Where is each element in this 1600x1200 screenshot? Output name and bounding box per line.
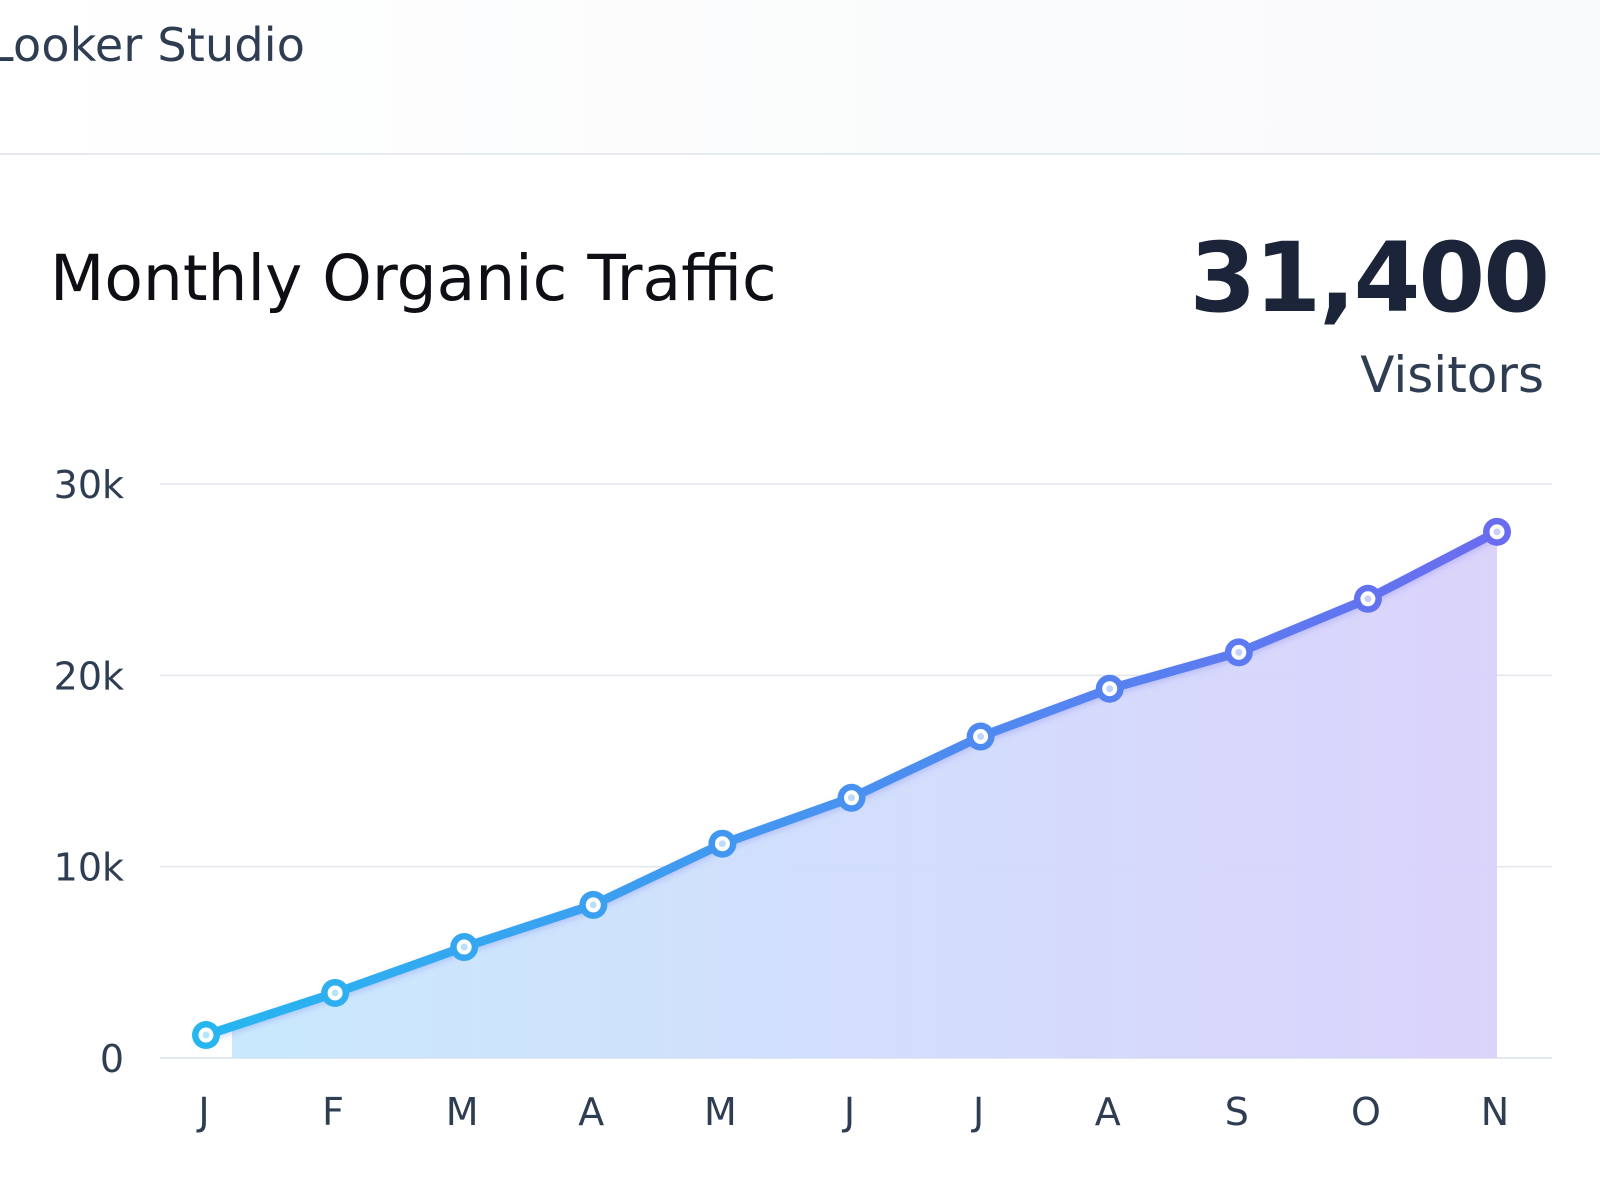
x-tick-label: N — [1481, 1090, 1509, 1134]
data-point-10[interactable] — [1353, 584, 1382, 613]
x-tick-label: O — [1351, 1090, 1381, 1134]
data-point-8[interactable] — [1095, 674, 1124, 703]
top-bar: Looker Studio — [0, 0, 1600, 155]
data-point-1[interactable] — [192, 1021, 220, 1050]
x-tick-label: J — [971, 1090, 984, 1134]
x-tick-label: A — [1095, 1090, 1121, 1134]
y-tick-label: 30k — [54, 463, 124, 507]
x-tick-label: F — [322, 1090, 344, 1134]
x-tick-label: M — [704, 1090, 737, 1134]
data-point-3[interactable] — [450, 933, 479, 962]
kpi-unit: Visitors — [1360, 346, 1544, 404]
data-point-5[interactable] — [708, 829, 737, 858]
y-tick-label: 20k — [54, 654, 124, 698]
data-point-7[interactable] — [966, 722, 995, 751]
data-point-6[interactable] — [837, 783, 866, 812]
data-point-2[interactable] — [321, 978, 350, 1007]
kpi-value: 31,400 — [1189, 222, 1550, 334]
data-point-4[interactable] — [579, 890, 608, 919]
chart-title: Monthly Organic Traffic — [50, 242, 777, 315]
data-point-9[interactable] — [1224, 638, 1253, 667]
app-title: Looker Studio — [0, 18, 306, 72]
data-point-11[interactable] — [1483, 517, 1511, 546]
x-tick-label: J — [196, 1090, 209, 1134]
y-tick-label: 0 — [100, 1037, 124, 1081]
y-tick-label: 10k — [54, 846, 124, 890]
x-tick-label: J — [842, 1090, 855, 1134]
x-tick-label: A — [578, 1090, 604, 1134]
x-tick-label: M — [446, 1090, 479, 1134]
x-tick-label: S — [1225, 1090, 1249, 1134]
